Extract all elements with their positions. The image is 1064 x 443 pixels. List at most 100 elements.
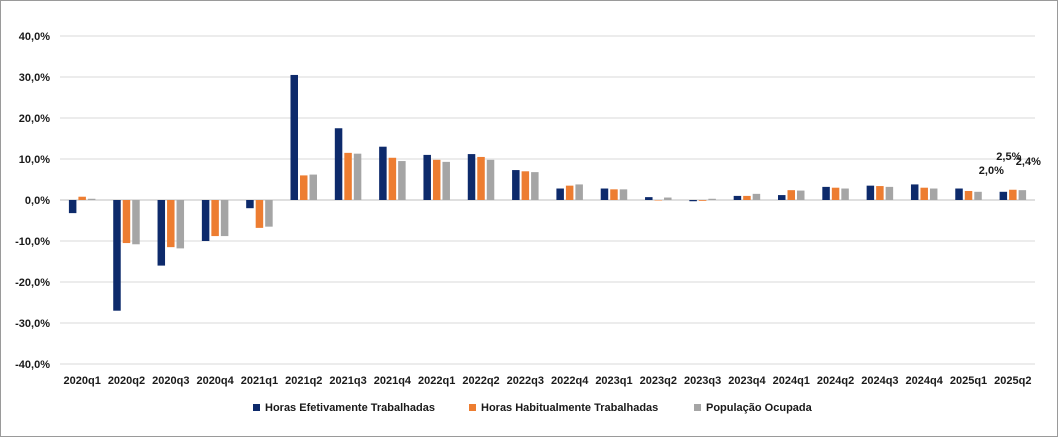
bar-populacao [797, 190, 805, 200]
bar-populacao [265, 200, 273, 227]
y-axis-ticks: 40,0% 30,0% 20,0% 10,0% 0,0% -10,0% -20,0% -30,… [15, 31, 50, 371]
bar-habitualmente [698, 200, 707, 201]
x-tick-label: 2023q1 [595, 375, 632, 387]
bar-habitualmente [831, 187, 840, 200]
x-tick-label: 2020q1 [64, 375, 101, 387]
bar-habitualmente [432, 159, 441, 200]
y-tick-label: -20,0% [15, 277, 50, 289]
data-labels: 2,0% 2,5%2,4% [979, 151, 1041, 177]
x-tick-label: 2020q4 [196, 375, 234, 387]
x-tick-label: 2022q1 [418, 375, 455, 387]
bar-efetivamente [556, 188, 564, 200]
bar-habitualmente [255, 200, 264, 228]
y-tick-label: -10,0% [15, 236, 50, 248]
bar-populacao [885, 186, 894, 200]
x-axis-ticks: 2020q1 2020q2 2020q3 2020q4 2021q1 2021q2 2021… [64, 375, 1032, 387]
bar-efetivamente [645, 197, 653, 200]
y-tick-label: 0,0% [25, 195, 50, 207]
bar-populacao [664, 197, 672, 200]
bars [68, 74, 1027, 311]
y-tick-label: -40,0% [15, 359, 50, 371]
x-tick-label: 2025q2 [994, 375, 1031, 387]
legend-label: Horas Efetivamente Trabalhadas [265, 402, 435, 414]
legend-swatch [694, 404, 701, 411]
x-tick-label: 2025q1 [950, 375, 987, 387]
x-tick-label: 2021q4 [374, 375, 412, 387]
bar-populacao [708, 198, 716, 200]
bar-efetivamente [910, 184, 919, 200]
data-label: 2,5% [996, 151, 1021, 163]
x-tick-label: 2022q2 [462, 375, 499, 387]
bar-efetivamente [334, 128, 343, 200]
y-tick-label: -30,0% [15, 318, 50, 330]
bar-efetivamente [600, 188, 609, 200]
x-tick-label: 2023q2 [640, 375, 677, 387]
bar-populacao [929, 188, 938, 200]
legend-swatch [253, 404, 260, 411]
bar-efetivamente [778, 195, 786, 200]
bar-populacao [841, 188, 849, 200]
x-tick-label: 2024q1 [773, 375, 810, 387]
bar-efetivamente [201, 200, 210, 241]
bar-habitualmente [610, 189, 618, 200]
bar-efetivamente [246, 200, 254, 209]
data-label: 2,0% [979, 165, 1004, 177]
x-tick-label: 2023q3 [684, 375, 721, 387]
bar-efetivamente [689, 200, 697, 202]
bar-efetivamente [290, 74, 298, 200]
bar-habitualmente [388, 157, 397, 200]
bar-populacao [353, 153, 362, 200]
bar-efetivamente [999, 191, 1008, 200]
bar-populacao [575, 184, 583, 200]
bar-populacao [220, 200, 229, 237]
bar-efetivamente [113, 200, 121, 311]
x-tick-label: 2021q3 [329, 375, 366, 387]
bar-populacao [619, 189, 628, 200]
bar-efetivamente [512, 170, 520, 200]
bar-efetivamente [68, 200, 77, 214]
bar-populacao [531, 172, 539, 200]
bar-populacao [309, 174, 317, 200]
x-tick-label: 2024q3 [861, 375, 898, 387]
bar-habitualmente [477, 156, 485, 200]
legend-label: População Ocupada [706, 402, 813, 414]
bar-efetivamente [157, 200, 166, 266]
bar-populacao [974, 191, 982, 200]
x-tick-label: 2021q1 [241, 375, 278, 387]
x-tick-label: 2020q2 [108, 375, 145, 387]
bar-habitualmente [167, 200, 175, 248]
bar-habitualmente [743, 195, 751, 200]
bar-populacao [176, 200, 185, 249]
legend-label: Horas Habitualmente Trabalhadas [481, 402, 658, 414]
bar-habitualmente [964, 190, 973, 200]
bar-habitualmente [787, 190, 795, 200]
bar-populacao [132, 200, 140, 245]
bar-populacao [442, 161, 450, 200]
y-tick-label: 30,0% [19, 72, 50, 84]
bar-populacao [752, 193, 761, 200]
bar-populacao [398, 161, 406, 200]
y-tick-label: 20,0% [19, 113, 50, 125]
bar-efetivamente [423, 154, 431, 200]
bar-habitualmente [122, 200, 131, 244]
bar-habitualmente [876, 186, 884, 200]
bar-habitualmente [78, 196, 86, 200]
legend-swatch [469, 404, 476, 411]
bar-habitualmente [211, 200, 219, 237]
x-tick-label: 2024q2 [817, 375, 854, 387]
data-label: 2,4% [1016, 156, 1041, 168]
x-tick-label: 2021q2 [285, 375, 322, 387]
x-tick-label: 2022q3 [507, 375, 544, 387]
x-tick-label: 2020q3 [152, 375, 189, 387]
bar-habitualmente [300, 175, 308, 200]
bar-efetivamente [467, 154, 476, 200]
bar-populacao [1018, 190, 1027, 200]
x-tick-label: 2022q4 [551, 375, 589, 387]
y-tick-label: 10,0% [19, 154, 50, 166]
bar-habitualmente [920, 187, 928, 200]
bar-habitualmente [521, 171, 530, 200]
x-tick-label: 2023q4 [728, 375, 766, 387]
bar-habitualmente [654, 200, 663, 201]
